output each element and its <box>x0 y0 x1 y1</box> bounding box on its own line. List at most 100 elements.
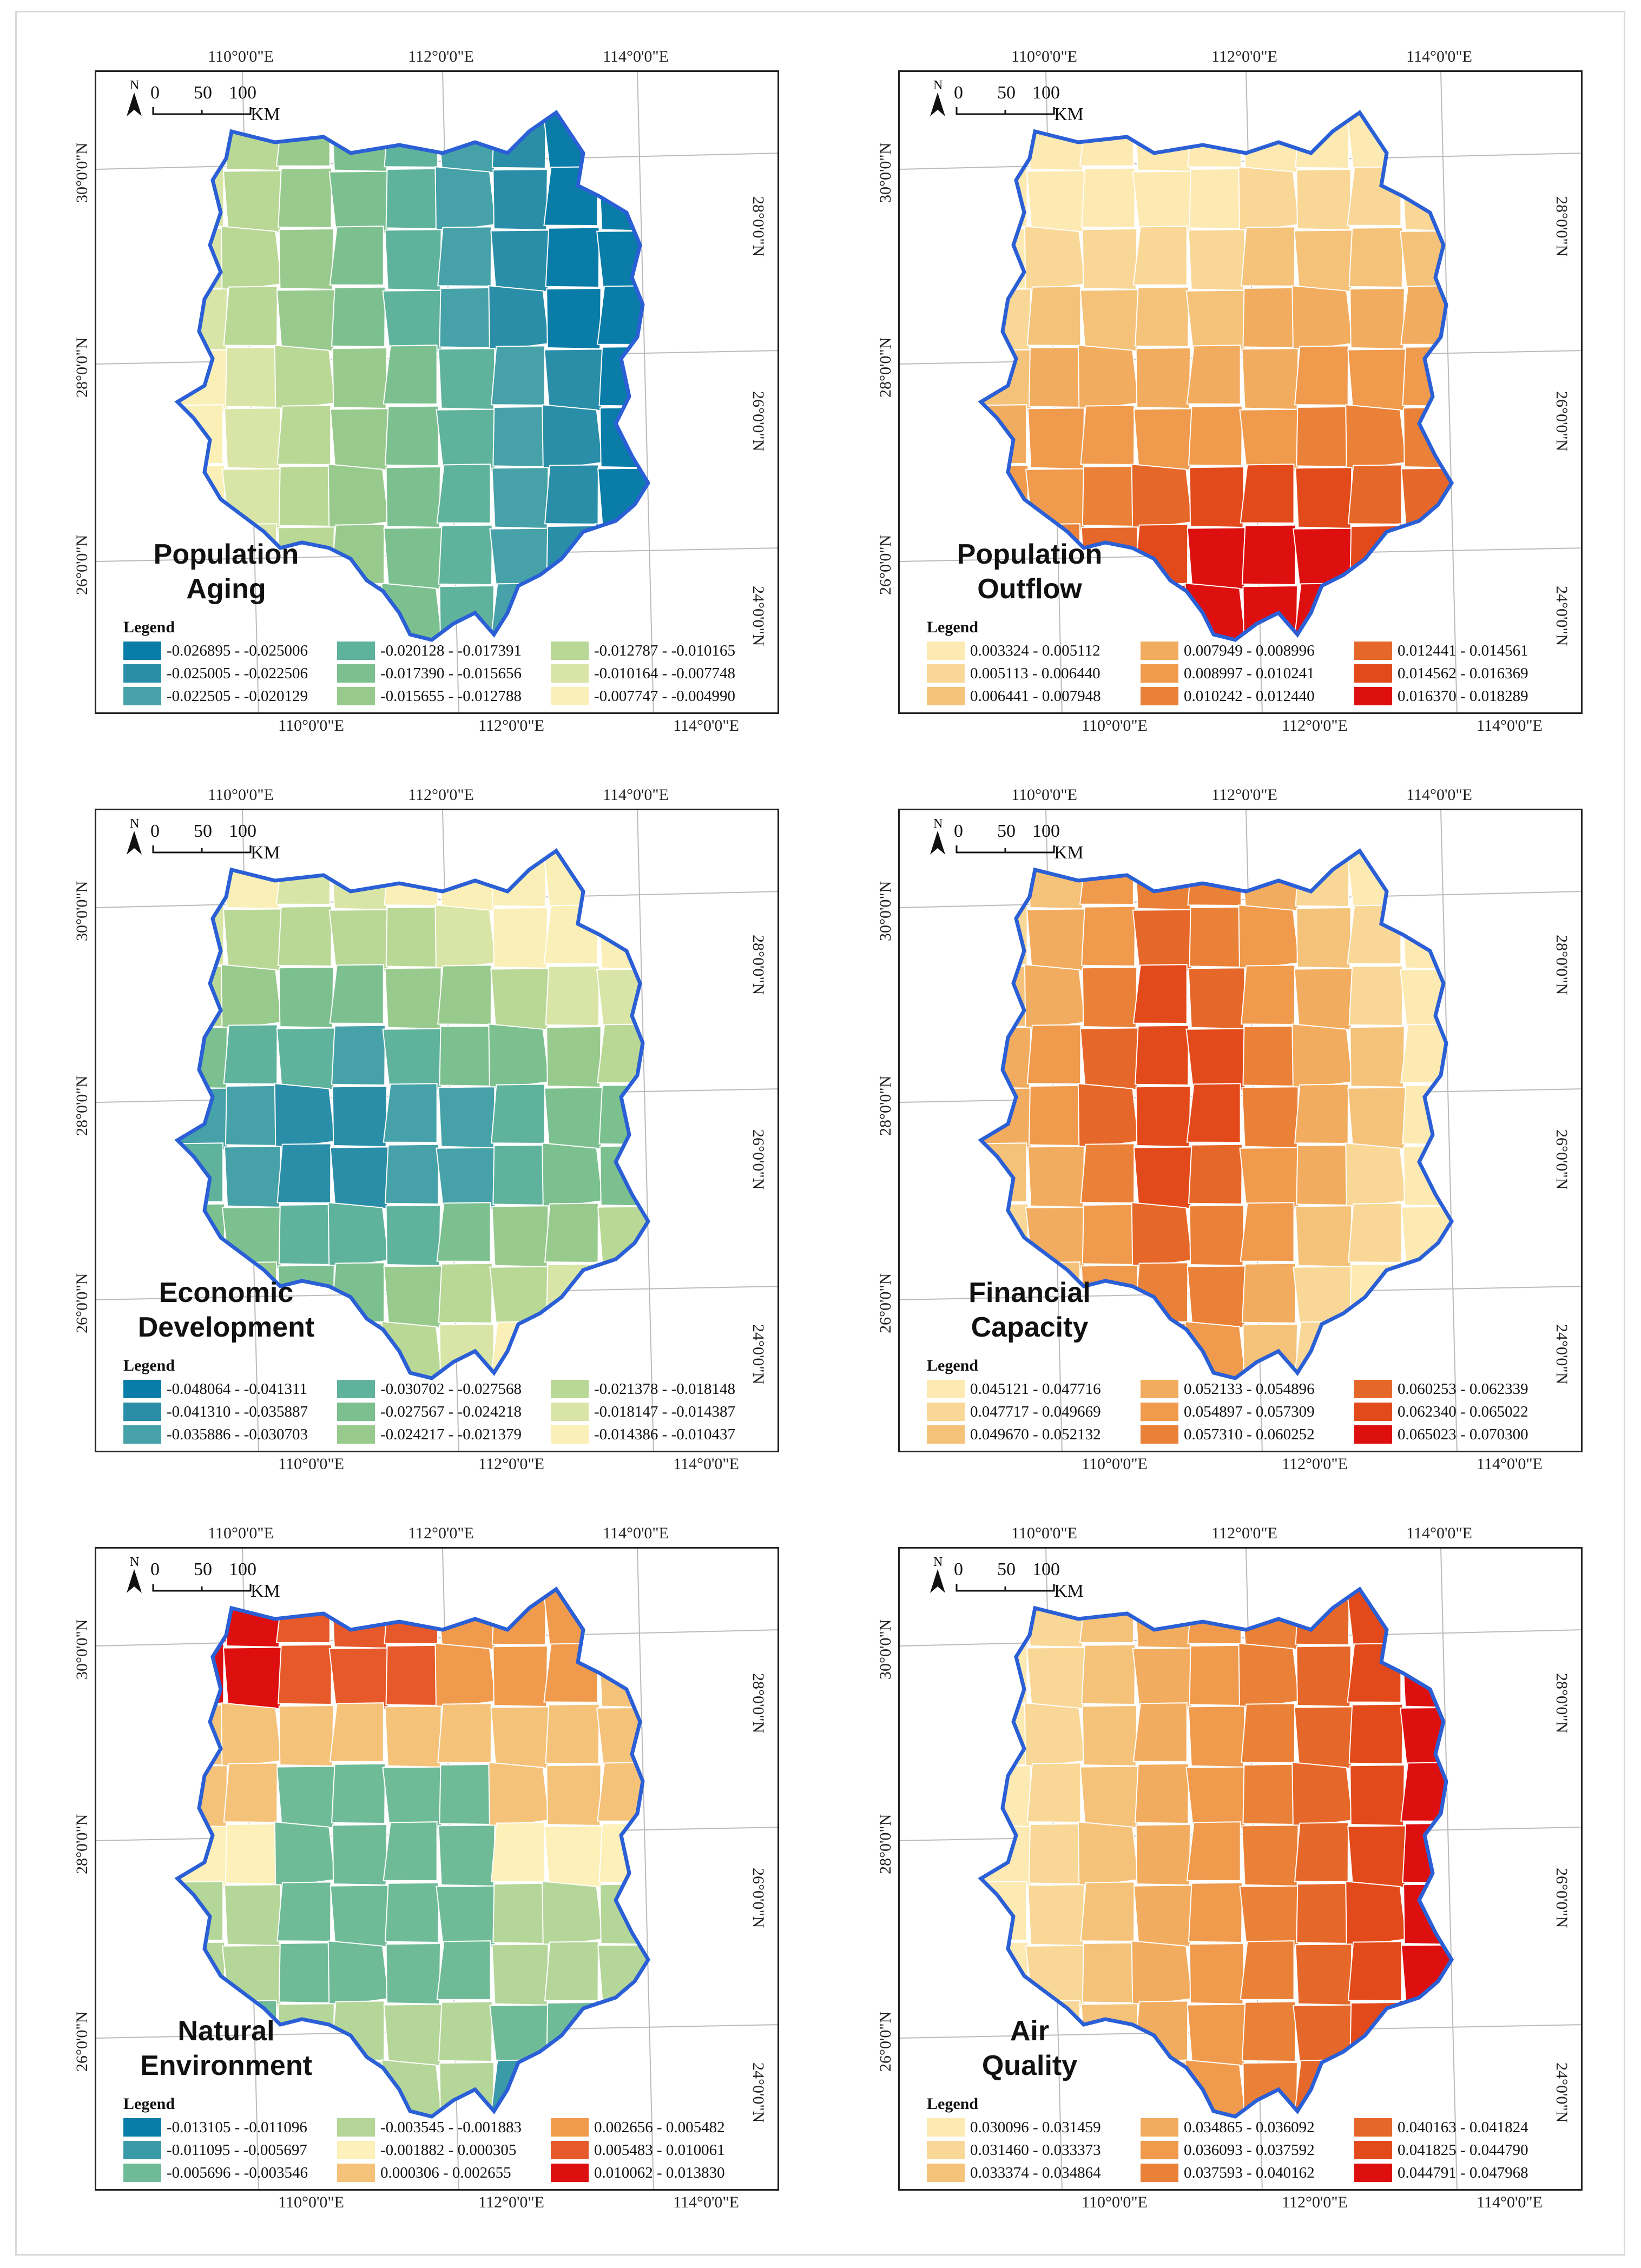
province-boundary <box>174 110 651 642</box>
legend-item: 0.002656 - 0.005482 <box>551 2117 725 2138</box>
county-region <box>278 905 333 967</box>
county-region <box>1080 1881 1135 1942</box>
scale-tick-label: 50 <box>194 83 212 103</box>
legend-item: -0.025005 - -0.022506 <box>123 663 308 684</box>
county-region <box>543 851 604 913</box>
longitude-label-bottom: 114°0'0"E <box>1477 2193 1543 2211</box>
county-region <box>543 113 604 175</box>
county-region <box>491 851 546 908</box>
county-region <box>545 1324 603 1378</box>
county-region <box>597 2060 648 2117</box>
county-region <box>490 968 550 1031</box>
legend-swatch <box>123 642 161 660</box>
county-region <box>222 1647 282 1710</box>
province-boundary <box>978 110 1454 642</box>
county-region <box>981 288 1032 351</box>
legend-label: 0.060253 - 0.062339 <box>1398 1380 1528 1398</box>
legend-swatch <box>337 2164 375 2182</box>
county-region <box>1239 1885 1301 1949</box>
county-region <box>1189 466 1245 528</box>
legend-label: 0.044791 - 0.047968 <box>1398 2164 1528 2181</box>
county-region <box>327 464 390 531</box>
county-region <box>384 967 442 1030</box>
county-region <box>1241 1086 1299 1149</box>
latitude-label-left: 28°0'0"N <box>876 1814 894 1874</box>
county-region <box>546 525 601 587</box>
latitude-label-right: 28°0'0"N <box>749 935 767 995</box>
county-region <box>223 286 278 347</box>
legend-item: 0.041825 - 0.044790 <box>1354 2139 1528 2161</box>
legend-label: 0.010062 - 0.013830 <box>594 2164 725 2181</box>
legend-swatch <box>927 1403 965 1421</box>
map-title-line: Capacity <box>971 1312 1089 1343</box>
county-region <box>596 968 648 1032</box>
county-region <box>546 2001 601 2064</box>
county-region <box>1401 1321 1452 1378</box>
legend-item: 0.005113 - 0.006440 <box>927 663 1100 684</box>
county-region <box>1080 405 1135 466</box>
county-region <box>1131 1202 1193 1269</box>
legend-label: 0.003324 - 0.005112 <box>970 642 1100 659</box>
county-region <box>1081 1644 1136 1705</box>
longitude-label-top: 114°0'0"E <box>603 786 669 804</box>
county-region <box>1294 968 1354 1031</box>
county-region <box>599 1589 648 1647</box>
legend-item: -0.010164 - -0.007748 <box>551 663 735 684</box>
county-region <box>1399 1261 1452 1328</box>
graticule-line <box>900 891 1581 908</box>
county-region <box>383 1083 438 1143</box>
county-region <box>278 167 333 229</box>
legend-label: -0.041310 - -0.035887 <box>167 1403 308 1420</box>
county-region <box>332 584 387 640</box>
county-region <box>1187 527 1247 590</box>
legend-swatch <box>337 1380 375 1398</box>
legend-item: -0.015655 - -0.012788 <box>337 685 522 707</box>
county-region <box>438 524 493 586</box>
scale-tick-label: 100 <box>229 821 256 841</box>
county-region <box>492 1645 548 1708</box>
county-region <box>274 1083 336 1150</box>
county-region <box>1295 113 1350 169</box>
legend-item: 0.057310 - 0.060252 <box>1141 1424 1315 1445</box>
latitude-label-left: 28°0'0"N <box>876 1075 894 1136</box>
choropleth-map <box>96 1549 777 2189</box>
county-region <box>328 909 390 973</box>
county-region <box>437 851 497 912</box>
county-region <box>546 1026 602 1088</box>
legend-swatch <box>1141 642 1178 660</box>
county-region <box>1295 1589 1350 1646</box>
choropleth-map <box>96 72 777 712</box>
legend-label: 0.065023 - 0.070300 <box>1398 1425 1528 1443</box>
longitude-label-top: 114°0'0"E <box>1406 1524 1472 1542</box>
legend-item: 0.030096 - 0.031459 <box>927 2117 1101 2138</box>
county-region <box>438 1262 493 1324</box>
county-region <box>1186 1821 1241 1882</box>
county-region <box>1028 346 1083 408</box>
county-region <box>1293 527 1354 591</box>
legend-label: 0.010242 - 0.012440 <box>1184 687 1315 705</box>
county-region <box>1296 1882 1351 1945</box>
legend-swatch <box>1354 2164 1392 2182</box>
county-region <box>1241 964 1296 1026</box>
legend-swatch <box>1354 687 1392 705</box>
choropleth-map <box>900 72 1581 712</box>
longitude-label-top: 112°0'0"E <box>1211 786 1277 804</box>
province-boundary <box>174 848 651 1380</box>
legend-title: Legend <box>123 1357 175 1374</box>
longitude-label-top: 112°0'0"E <box>1211 48 1277 65</box>
county-region <box>1294 345 1349 406</box>
county-region <box>1187 851 1242 907</box>
svg-text:N: N <box>130 817 139 831</box>
county-region <box>1295 467 1353 530</box>
north-arrow-icon: N <box>127 78 142 116</box>
county-region <box>1185 1766 1247 1830</box>
legend-swatch <box>1141 2118 1178 2137</box>
county-region <box>278 465 333 527</box>
scale-tick-label: 100 <box>1032 1559 1060 1579</box>
graticule-line <box>96 891 777 908</box>
north-arrow-icon: N <box>930 817 945 855</box>
county-region <box>384 1143 439 1205</box>
latitude-label-right: 28°0'0"N <box>749 1673 767 1734</box>
latitude-label-right: 26°0'0"N <box>1553 391 1571 452</box>
legend-label: -0.005696 - -0.003546 <box>167 2164 308 2181</box>
